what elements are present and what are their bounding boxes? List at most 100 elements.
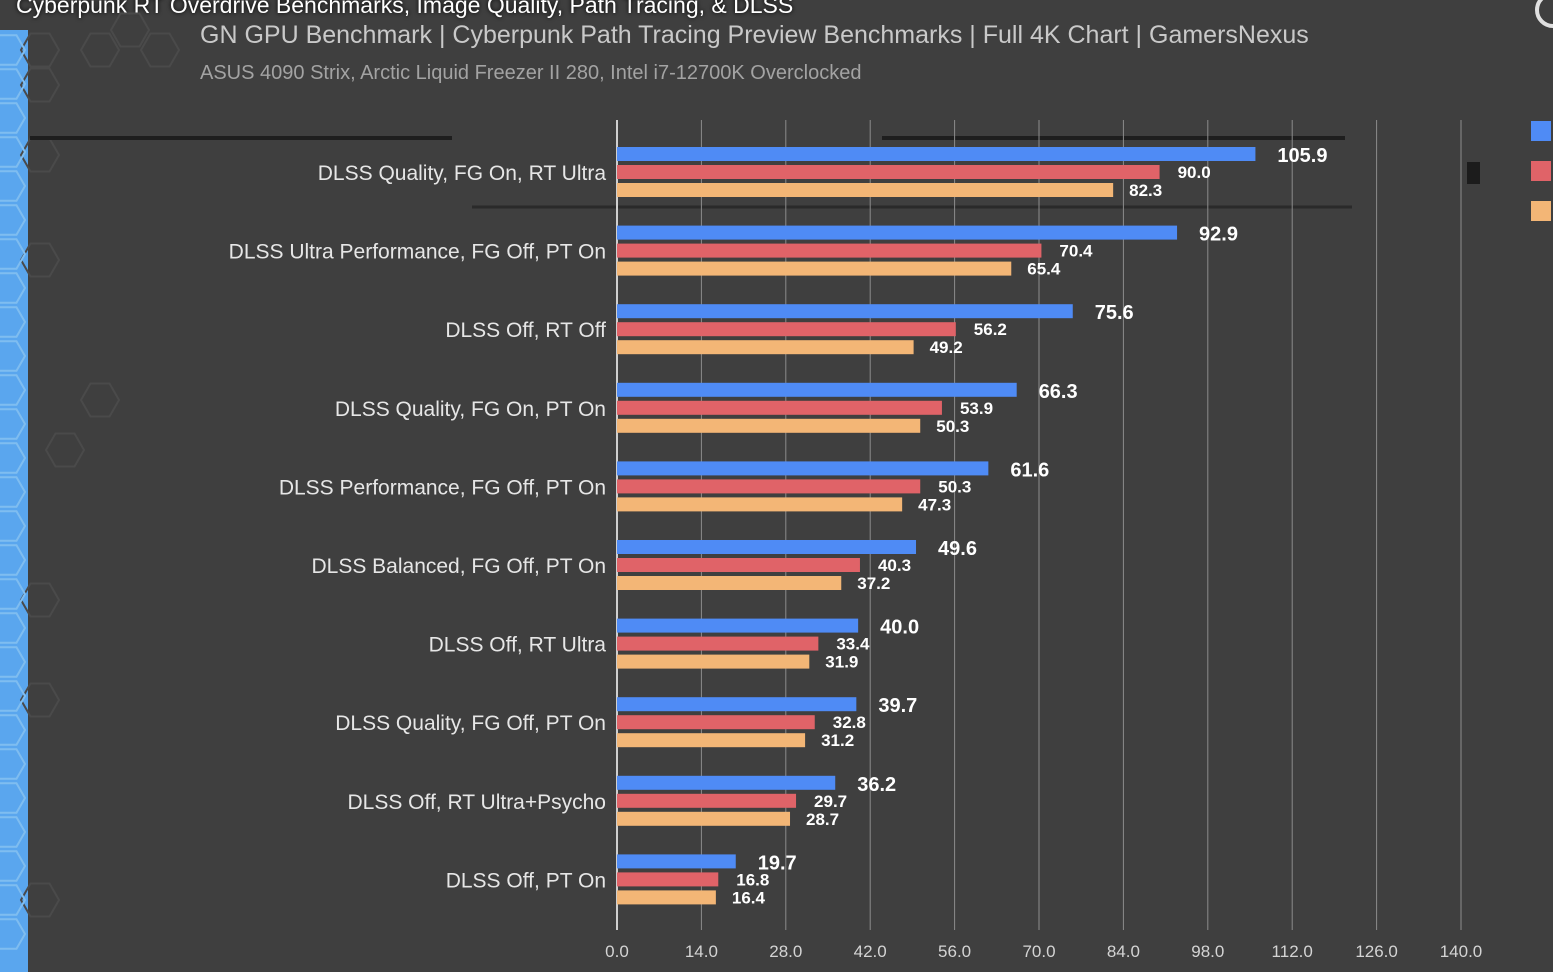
hexagon-decoration — [0, 578, 27, 610]
bar-series-1 — [617, 304, 1073, 319]
bar-series-1 — [617, 225, 1178, 240]
bar-series-2 — [617, 872, 719, 887]
x-tick-label: 98.0 — [1191, 942, 1224, 961]
bar-series-3 — [617, 733, 806, 748]
legend — [1531, 0, 1553, 221]
hexagon-decoration — [0, 476, 27, 508]
category-label: DLSS Quality, FG On, RT Ultra — [318, 162, 607, 185]
gridlines — [616, 120, 1462, 930]
category-label: DLSS Off, RT Ultra — [429, 634, 607, 657]
bar-series-2 — [617, 479, 921, 494]
data-label: 31.9 — [825, 653, 858, 672]
category-label: DLSS Ultra Performance, FG Off, PT On — [229, 241, 606, 264]
hexagon-decoration — [0, 408, 27, 440]
bar-series-2 — [617, 165, 1160, 179]
video-title: Cyberpunk RT Overdrive Benchmarks, Image… — [16, 0, 794, 18]
data-label: 33.4 — [836, 635, 870, 654]
data-label: 47.3 — [918, 495, 951, 514]
bar-series-1 — [617, 618, 859, 633]
data-label: 40.0 — [880, 617, 919, 639]
bar-series-2 — [617, 558, 860, 572]
legend-swatch-series-1 — [1531, 121, 1551, 141]
bar-series-3 — [617, 890, 716, 905]
bar-series-1 — [617, 147, 1256, 161]
hexagon-decoration — [79, 382, 121, 418]
data-label: 75.6 — [1095, 302, 1134, 324]
data-label: 49.2 — [930, 338, 963, 357]
bar-series-2 — [617, 636, 819, 651]
bar-series-3 — [617, 340, 914, 355]
hexagon-decoration — [19, 682, 61, 718]
bar-series-2 — [617, 793, 797, 808]
data-label: 66.3 — [1039, 381, 1078, 403]
x-tick-label: 84.0 — [1107, 942, 1140, 961]
hexagon-decoration — [19, 67, 61, 103]
hexagon-decoration — [0, 170, 27, 202]
hexagon-decoration — [0, 646, 27, 678]
category-label: DLSS Performance, FG Off, PT On — [279, 476, 606, 499]
hexagon-decoration — [0, 714, 27, 746]
data-label: 19.7 — [758, 852, 797, 874]
hexagon-decoration — [139, 32, 181, 68]
x-tick-label: 112.0 — [1272, 942, 1313, 961]
bar-series-1 — [617, 775, 836, 790]
hexagon-decoration — [0, 136, 27, 168]
data-label: 37.2 — [857, 574, 890, 593]
hexagon-decoration — [0, 34, 27, 66]
bar-series-2 — [617, 400, 942, 415]
hexagon-decoration — [0, 510, 27, 542]
data-label: 53.9 — [960, 399, 993, 418]
x-tick-label: 126.0 — [1355, 942, 1398, 961]
bar-series-3 — [617, 183, 1114, 197]
x-tick-label: 56.0 — [938, 942, 971, 961]
chart-subtitle: ASUS 4090 Strix, Arctic Liquid Freezer I… — [200, 62, 862, 84]
data-label: 28.7 — [806, 810, 839, 829]
category-label: DLSS Quality, FG Off, PT On — [335, 712, 606, 735]
legend-swatch-series-3 — [1531, 201, 1551, 221]
category-label: DLSS Off, RT Off — [445, 319, 606, 342]
scroll-marker — [1467, 162, 1480, 184]
hexagon-decoration — [0, 612, 27, 644]
corner-control-icon[interactable] — [1535, 0, 1553, 28]
data-label: 65.4 — [1027, 260, 1061, 279]
bars — [617, 147, 1256, 905]
bar-series-3 — [617, 418, 921, 433]
hexagon-decoration — [0, 782, 27, 814]
hexagon-decoration — [0, 306, 27, 338]
x-tick-label: 70.0 — [1022, 942, 1055, 961]
data-label: 36.2 — [857, 774, 896, 796]
data-label: 105.9 — [1277, 145, 1327, 167]
category-label: DLSS Quality, FG On, PT On — [335, 398, 606, 421]
hexagon-decoration — [0, 680, 27, 712]
bar-series-1 — [617, 461, 989, 476]
hexagon-decoration — [0, 816, 27, 848]
data-label: 82.3 — [1129, 181, 1162, 200]
hexagon-decoration — [79, 32, 121, 68]
hexagon-decoration — [44, 432, 86, 468]
hexagon-decoration — [0, 544, 27, 576]
category-label: DLSS Off, PT On — [446, 869, 606, 892]
chart-title: GN GPU Benchmark | Cyberpunk Path Tracin… — [200, 21, 1309, 49]
hexagon-decoration — [0, 918, 27, 950]
hexagon-decoration — [0, 204, 27, 236]
data-label: 49.6 — [938, 538, 977, 560]
hexagon-decoration — [19, 882, 61, 918]
data-label: 31.2 — [821, 731, 854, 750]
legend-swatch-series-2 — [1531, 161, 1551, 181]
x-tick-label: 0.0 — [605, 942, 629, 961]
data-label: 50.3 — [936, 417, 969, 436]
x-tick-label: 140.0 — [1440, 942, 1483, 961]
background-decoration — [0, 12, 1480, 972]
data-label: 92.9 — [1199, 224, 1238, 246]
bar-series-3 — [617, 576, 842, 590]
data-label: 16.4 — [732, 888, 766, 907]
hexagon-decoration — [0, 748, 27, 780]
hexagon-decoration — [0, 68, 27, 100]
hexagon-decoration — [0, 884, 27, 916]
bar-series-3 — [617, 261, 1012, 276]
hexagon-decoration — [0, 272, 27, 304]
data-label: 61.6 — [1010, 459, 1049, 481]
x-tick-label: 28.0 — [769, 942, 802, 961]
hexagon-decoration — [109, 12, 151, 48]
